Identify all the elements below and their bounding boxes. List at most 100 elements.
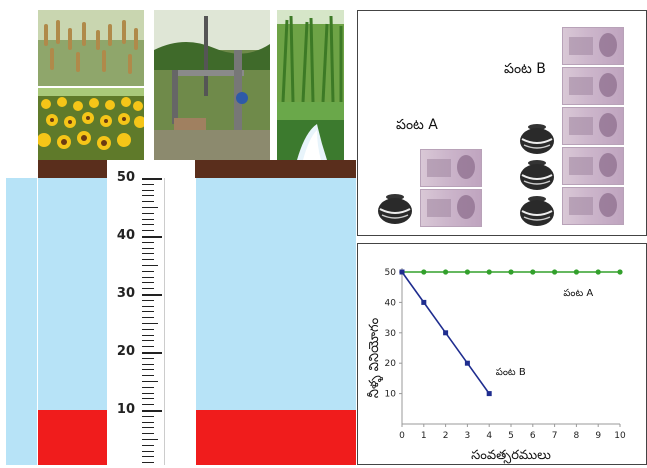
x-tick-label: 8 [574,431,580,441]
ruler-gap-strip [164,178,196,465]
ruler-tick [142,247,154,249]
x-axis-label: సంవత్సరములు [471,448,551,464]
series-label-crop-b: పంట B [496,367,526,378]
water-tank-crop-a [38,178,107,410]
ruler-tick [142,369,154,371]
data-point-crop-a [508,269,514,275]
ruler-label-10: 10 [116,402,135,417]
ruler-tick [142,218,154,220]
data-point-crop-a [595,269,601,275]
irrigation-water-photo [277,102,344,160]
currency-note-b5 [562,187,624,225]
ruler-tick [142,276,154,278]
ruler-tick [142,328,154,330]
ruler-label-30: 30 [116,286,135,301]
x-tick-label: 2 [443,431,449,441]
ruler-tick [142,201,154,203]
water-level-crop-b [195,410,356,465]
x-tick-label: 1 [421,431,427,441]
data-point-crop-b [421,299,427,305]
ruler-tick [142,288,154,290]
ruler-tick [142,189,154,191]
millet-field-photo [38,10,144,86]
ruler-tick [142,334,154,336]
ruler-tick [142,270,154,272]
ruler-tick [142,183,154,185]
ruler-tick [142,357,154,359]
y-tick-label: 30 [385,329,397,339]
water-tank-crop-b [195,178,356,410]
ruler-tick [142,224,154,226]
data-point-crop-a [530,269,536,275]
data-point-crop-a [421,269,427,275]
x-tick-label: 3 [465,431,471,441]
data-point-crop-b [399,269,405,275]
x-tick-label: 7 [552,431,558,441]
ruler-tick [142,317,154,319]
water-pot-icon-b1 [520,124,554,154]
ruler-tick [142,212,154,214]
y-tick-label: 10 [385,390,397,400]
ruler-tick [142,410,162,412]
borewell-pump-photo [154,10,270,160]
ruler-label-40: 40 [116,228,135,243]
water-column-left [6,178,37,465]
x-tick-label: 4 [486,431,492,441]
water-pot-icon-b2 [520,160,554,190]
currency-note-b4 [562,147,624,185]
ruler-tick [142,207,158,208]
ruler-tick [142,381,158,382]
x-tick-label: 10 [614,431,626,441]
ruler-tick [142,404,154,406]
currency-note-a2 [420,189,482,227]
ruler-tick [142,311,154,313]
ruler-label-50: 50 [116,170,135,185]
ruler-tick [142,323,158,324]
ruler-tick [142,241,154,243]
data-point-crop-b [464,360,470,366]
currency-note-b3 [562,107,624,145]
ruler-tick [142,462,154,464]
ruler-tick [142,230,154,232]
y-tick-label: 40 [385,298,397,308]
currency-note-b2 [562,67,624,105]
data-point-crop-a [573,269,579,275]
ruler-tick [142,433,154,435]
ruler-tick [142,195,154,197]
sugarcane-field-photo [277,10,344,102]
ruler-tick [142,392,154,394]
y-tick-label: 20 [385,359,397,369]
water-usage-chart-panel: 0 1 2 3 4 5 6 7 8 9 10 50 40 30 20 10 సంవత్సరములు నీళ్ళ వ… [357,243,647,465]
soil-strip [38,160,356,178]
ruler-tick [142,346,154,348]
ruler-tick [142,439,154,440]
ruler-tick [142,340,154,342]
data-point-crop-a [552,269,558,275]
ruler-tick [142,352,162,354]
ruler-tick [142,305,154,307]
crop-returns-panel: పంట A పంట B [357,10,647,236]
water-level-crop-a [38,410,107,465]
x-tick-label: 5 [508,431,514,441]
ruler-tick [142,421,154,423]
data-point-crop-b [443,330,449,336]
ruler-tick [142,259,154,261]
series-label-crop-a: పంట A [563,288,593,299]
ruler-tick [142,282,154,284]
ruler-tick [142,398,154,400]
ruler-tick [142,236,162,238]
crop-a-label: పంట A [396,117,438,133]
y-tick-label: 50 [385,268,397,278]
crop-b-label: పంట B [504,61,546,77]
currency-note-b1 [562,27,624,65]
ruler-tick [142,253,154,255]
ruler-tick [142,265,158,266]
data-point-crop-a [464,269,470,275]
data-point-crop-a [486,269,492,275]
sunflower-field-photo [38,88,144,160]
ruler-tick [142,178,162,180]
y-axis-label: నీళ్ళ వినియోగం [367,317,384,398]
water-pot-icon-a1 [378,194,412,224]
x-tick-label: 6 [530,431,536,441]
ruler-tick [142,294,162,296]
